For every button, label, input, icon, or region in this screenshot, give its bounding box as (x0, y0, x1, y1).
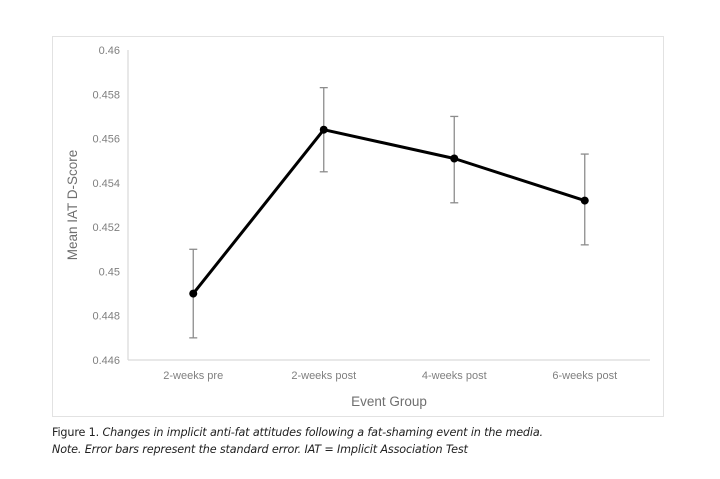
data-point-marker (319, 125, 328, 134)
caption-line-1: Figure 1. Changes in implicit anti-fat a… (52, 424, 543, 441)
figure-caption: Figure 1. Changes in implicit anti-fat a… (52, 424, 543, 458)
chart-frame (52, 36, 664, 417)
y-tick-label: 0.448 (92, 311, 120, 323)
y-tick-label: 0.454 (92, 178, 120, 190)
data-point-marker (189, 289, 198, 298)
y-axis-title: Mean IAT D-Score (65, 150, 80, 261)
data-point-marker (450, 154, 459, 163)
figure-text: Changes in implicit anti-fat attitudes f… (102, 426, 543, 439)
x-axis-title: Event Group (351, 394, 427, 409)
data-point-marker (580, 196, 589, 205)
y-tick-label: 0.452 (92, 222, 120, 234)
y-tick-label: 0.446 (92, 355, 120, 367)
x-tick-label: 4-weeks post (422, 370, 487, 382)
x-axis: 2-weeks pre 2-weeks post 4-weeks post 6-wee… (128, 359, 650, 382)
figure-label: Figure 1. (52, 426, 100, 439)
y-tick-label: 0.456 (92, 134, 120, 146)
y-tick-label: 0.458 (92, 89, 120, 101)
x-tick-label: 6-weeks post (552, 370, 617, 382)
y-tick-label: 0.45 (99, 266, 120, 278)
series-line (192, 128, 586, 295)
y-axis: 0.446 0.448 0.45 0.452 0.454 0.456 0.458 0.46 (92, 45, 129, 367)
x-tick-label: 2-weeks post (291, 370, 356, 382)
x-tick-label: 2-weeks pre (163, 370, 223, 382)
caption-note: Note. Error bars represent the standard … (52, 443, 468, 456)
y-tick-label: 0.46 (99, 45, 120, 57)
data-series (189, 86, 589, 339)
